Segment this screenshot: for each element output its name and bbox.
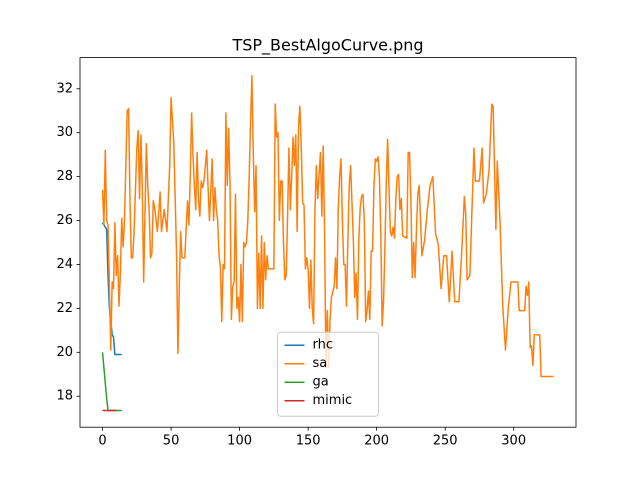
x-tick-label: 150 [296,434,321,449]
legend-box [277,331,379,417]
y-tick-label: 28 [56,169,73,184]
legend-label: sa [313,356,328,371]
plot-frame [79,57,577,428]
legend-label: rhc [313,338,334,353]
y-tick-label: 22 [56,301,73,316]
y-tick-label: 32 [56,81,73,96]
x-tick-label: 100 [227,434,252,449]
legend-label: ga [313,375,329,390]
x-tick-label: 50 [163,434,180,449]
x-tick-label: 0 [98,434,106,449]
x-tick-label: 200 [364,434,389,449]
series-line [101,74,554,378]
x-tick-label: 250 [433,434,458,449]
x-tick-label: 300 [501,434,526,449]
y-tick-label: 20 [56,345,73,360]
series-line [101,222,122,356]
legend: rhc sa ga mimic [277,331,379,417]
y-tick-label: 24 [56,257,73,272]
legend-label: mimic [313,393,353,408]
y-tick-label: 30 [56,125,73,140]
y-tick-label: 26 [56,213,73,228]
y-tick-label: 18 [56,389,73,404]
chart-title: TSP_BestAlgoCurve.png [231,36,423,56]
